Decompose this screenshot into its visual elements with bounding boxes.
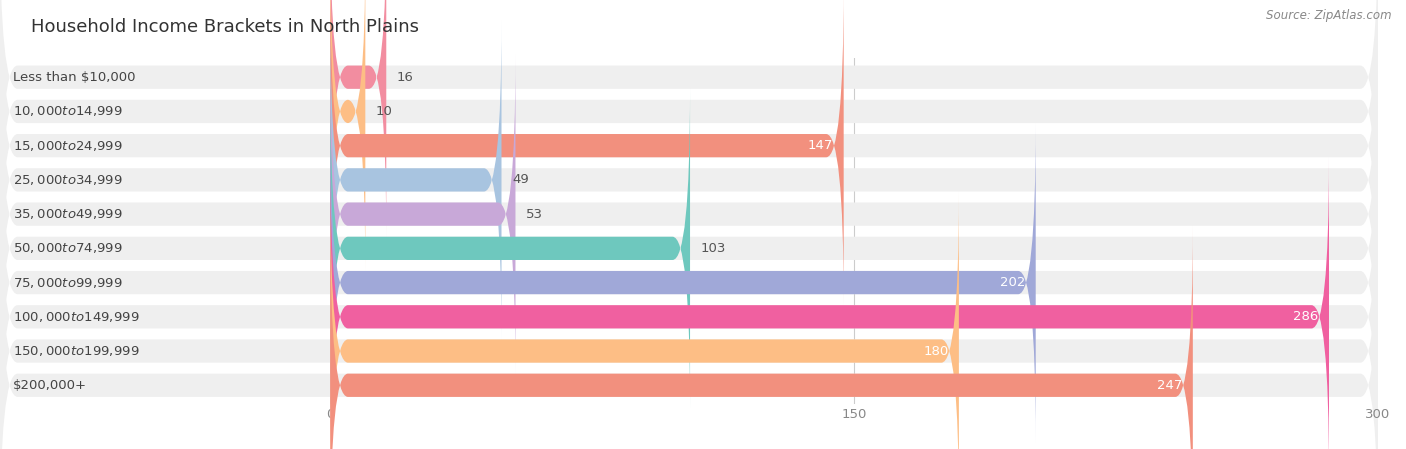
Text: 286: 286 bbox=[1294, 310, 1319, 323]
FancyBboxPatch shape bbox=[330, 226, 1192, 449]
FancyBboxPatch shape bbox=[0, 0, 1378, 271]
FancyBboxPatch shape bbox=[0, 20, 1378, 339]
FancyBboxPatch shape bbox=[330, 20, 502, 339]
Text: $35,000 to $49,999: $35,000 to $49,999 bbox=[13, 207, 122, 221]
Text: $10,000 to $14,999: $10,000 to $14,999 bbox=[13, 105, 122, 119]
Text: 247: 247 bbox=[1157, 379, 1182, 392]
Text: $50,000 to $74,999: $50,000 to $74,999 bbox=[13, 242, 122, 255]
FancyBboxPatch shape bbox=[330, 0, 387, 237]
FancyBboxPatch shape bbox=[0, 89, 1378, 408]
Text: $75,000 to $99,999: $75,000 to $99,999 bbox=[13, 276, 122, 290]
FancyBboxPatch shape bbox=[330, 123, 1036, 442]
FancyBboxPatch shape bbox=[330, 157, 1329, 449]
Text: Source: ZipAtlas.com: Source: ZipAtlas.com bbox=[1267, 9, 1392, 22]
Text: $25,000 to $34,999: $25,000 to $34,999 bbox=[13, 173, 122, 187]
Text: Less than $10,000: Less than $10,000 bbox=[13, 70, 136, 84]
FancyBboxPatch shape bbox=[0, 157, 1378, 449]
Text: 103: 103 bbox=[700, 242, 725, 255]
Text: 10: 10 bbox=[375, 105, 392, 118]
Text: $150,000 to $199,999: $150,000 to $199,999 bbox=[13, 344, 139, 358]
Text: 16: 16 bbox=[396, 70, 413, 84]
Text: Household Income Brackets in North Plains: Household Income Brackets in North Plain… bbox=[31, 18, 419, 35]
Text: 180: 180 bbox=[924, 344, 949, 357]
FancyBboxPatch shape bbox=[0, 123, 1378, 442]
Text: 49: 49 bbox=[512, 173, 529, 186]
Text: 202: 202 bbox=[1000, 276, 1025, 289]
FancyBboxPatch shape bbox=[330, 0, 844, 305]
Text: 147: 147 bbox=[808, 139, 834, 152]
Text: 53: 53 bbox=[526, 207, 543, 220]
FancyBboxPatch shape bbox=[0, 0, 1378, 305]
Text: $100,000 to $149,999: $100,000 to $149,999 bbox=[13, 310, 139, 324]
FancyBboxPatch shape bbox=[330, 0, 366, 271]
FancyBboxPatch shape bbox=[330, 89, 690, 408]
FancyBboxPatch shape bbox=[330, 192, 959, 449]
FancyBboxPatch shape bbox=[0, 226, 1378, 449]
FancyBboxPatch shape bbox=[0, 55, 1378, 374]
FancyBboxPatch shape bbox=[0, 0, 1378, 237]
Text: $200,000+: $200,000+ bbox=[13, 379, 87, 392]
FancyBboxPatch shape bbox=[0, 192, 1378, 449]
Text: $15,000 to $24,999: $15,000 to $24,999 bbox=[13, 139, 122, 153]
FancyBboxPatch shape bbox=[330, 55, 516, 374]
